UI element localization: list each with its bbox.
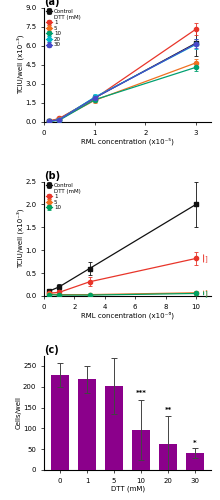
Bar xyxy=(159,444,177,470)
Bar xyxy=(186,454,204,470)
Y-axis label: TCIU/well (x10⁻³): TCIU/well (x10⁻³) xyxy=(16,209,24,268)
Bar xyxy=(132,430,150,470)
Legend: Control, DTT (mM), 1, 5, 10: Control, DTT (mM), 1, 5, 10 xyxy=(45,182,81,211)
Text: (b): (b) xyxy=(44,170,60,180)
Bar xyxy=(105,386,123,470)
Legend: Control, DTT (mM), 1, 5, 10, 20, 30: Control, DTT (mM), 1, 5, 10, 20, 30 xyxy=(45,8,81,48)
X-axis label: RML concentration (x10⁻⁵): RML concentration (x10⁻⁵) xyxy=(81,137,174,144)
Y-axis label: TCIU/well (x10⁻³): TCIU/well (x10⁻³) xyxy=(16,35,24,94)
Text: ***: *** xyxy=(136,390,147,396)
X-axis label: RML concentration (x10⁻⁶): RML concentration (x10⁻⁶) xyxy=(81,311,174,318)
Text: (c): (c) xyxy=(44,344,59,354)
X-axis label: DTT (mM): DTT (mM) xyxy=(110,485,145,492)
Text: (a): (a) xyxy=(44,0,59,6)
Y-axis label: Cells/well: Cells/well xyxy=(15,396,22,430)
Bar xyxy=(51,375,69,470)
Text: ]: ] xyxy=(204,290,207,296)
Text: *: * xyxy=(193,440,197,446)
Text: **: ** xyxy=(164,406,172,412)
Bar xyxy=(78,379,96,470)
Text: ]: ] xyxy=(204,290,207,296)
Text: ]: ] xyxy=(204,255,207,262)
